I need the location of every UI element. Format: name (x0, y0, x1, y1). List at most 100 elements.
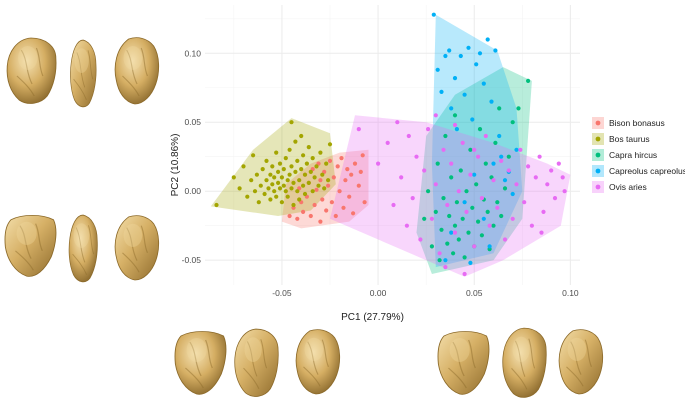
point-bos-taurus (272, 175, 277, 180)
point-bos-taurus (281, 183, 286, 188)
point-bos-taurus (320, 172, 325, 177)
point-bison-bonasus (352, 161, 358, 166)
point-ovis-aries (460, 140, 465, 145)
bone-ridge (15, 223, 43, 271)
point-bos-taurus (277, 161, 283, 166)
point-capra-hircus (451, 251, 456, 256)
bone-rendering (70, 39, 97, 108)
bone-rendering (68, 214, 98, 283)
bone-rendering (437, 331, 490, 395)
bone-ridge (122, 47, 148, 97)
point-bos-taurus (279, 200, 284, 205)
point-ovis-aries (429, 216, 434, 221)
point-bison-bonasus (329, 200, 334, 205)
point-bos-taurus (237, 186, 242, 191)
point-ovis-aries (406, 133, 411, 139)
point-capra-hircus (437, 258, 442, 263)
grid-minor (205, 5, 580, 285)
bone-shape (4, 215, 57, 277)
point-bison-bonasus (339, 156, 344, 161)
point-capra-hircus (479, 233, 484, 238)
point-capra-hircus (468, 147, 473, 152)
legend-key-capra-hircus (595, 152, 601, 158)
point-bison-bonasus (362, 200, 367, 205)
point-bison-bonasus (314, 187, 319, 192)
point-bison-bonasus (301, 209, 306, 214)
point-bos-taurus (304, 161, 309, 166)
point-bos-taurus (283, 189, 288, 194)
point-bison-bonasus (312, 202, 317, 208)
point-bos-taurus (295, 189, 300, 194)
point-bison-bonasus (331, 175, 336, 180)
point-capreolus-capreolus (472, 172, 477, 177)
point-bos-taurus (293, 169, 298, 174)
point-capreolus-capreolus (447, 48, 452, 53)
point-bos-taurus (283, 156, 288, 161)
point-bison-bonasus (341, 205, 346, 210)
point-capreolus-capreolus (439, 89, 444, 94)
point-capra-hircus (474, 182, 479, 187)
point-capra-hircus (497, 106, 502, 111)
point-bos-taurus (289, 120, 294, 125)
y-tick-label: -0.05 (182, 255, 202, 265)
point-capreolus-capreolus (493, 48, 498, 53)
point-capreolus-capreolus (431, 12, 436, 17)
point-bison-bonasus (326, 183, 331, 188)
point-capreolus-capreolus (462, 200, 467, 205)
point-capra-hircus (447, 213, 452, 219)
point-bos-taurus (302, 191, 308, 197)
bone-ridge (16, 47, 44, 97)
point-bos-taurus (324, 161, 329, 166)
bone-shape (68, 214, 98, 283)
point-capra-hircus (506, 154, 511, 159)
point-ovis-aries (376, 161, 381, 166)
point-bison-bonasus (349, 172, 354, 177)
point-bos-taurus (306, 180, 311, 185)
bone-shape (295, 329, 341, 395)
point-capra-hircus (422, 216, 427, 221)
point-capreolus-capreolus (458, 53, 463, 59)
point-bos-taurus (301, 153, 306, 158)
bone-shape (114, 215, 160, 281)
bone-ridge (73, 50, 94, 100)
bone-highlight (16, 221, 37, 246)
point-capra-hircus (477, 127, 483, 132)
point-bos-taurus (297, 178, 302, 183)
point-capreolus-capreolus (477, 51, 483, 56)
point-bos-taurus (272, 189, 277, 194)
point-capreolus-capreolus (449, 230, 454, 235)
point-capra-hircus (426, 189, 431, 194)
point-ovis-aries (426, 127, 431, 132)
point-bos-taurus (308, 169, 313, 174)
point-capra-hircus (491, 223, 496, 228)
point-ovis-aries (560, 175, 565, 180)
point-bos-taurus (285, 194, 290, 199)
bone-highlight (74, 48, 89, 73)
point-bison-bonasus (318, 219, 323, 224)
point-capreolus-capreolus (481, 216, 486, 221)
point-capra-hircus (439, 227, 444, 232)
point-bos-taurus (287, 147, 292, 152)
legend-key-bos-taurus (595, 136, 601, 142)
point-capra-hircus (476, 219, 481, 224)
bone-shape (502, 327, 547, 398)
point-bison-bonasus (347, 194, 352, 199)
point-bos-taurus (293, 139, 298, 144)
point-bos-taurus (302, 172, 308, 177)
bone-shape (234, 328, 279, 397)
point-bos-taurus (301, 183, 306, 188)
point-bos-taurus (264, 178, 269, 183)
point-bison-bonasus (287, 213, 292, 219)
legend: Bison bonasus Bos taurus Capra hircus Capre… (592, 117, 685, 193)
point-capra-hircus (510, 120, 515, 125)
bone-shape (558, 329, 604, 395)
point-ovis-aries (476, 154, 481, 159)
point-ovis-aries (399, 175, 404, 180)
point-bos-taurus (299, 133, 304, 139)
point-capra-hircus (499, 213, 504, 219)
point-bison-bonasus (320, 197, 325, 202)
point-bison-bonasus (345, 167, 350, 172)
point-bos-taurus (270, 164, 275, 169)
point-ovis-aries (483, 133, 488, 139)
point-capreolus-capreolus (443, 53, 448, 59)
